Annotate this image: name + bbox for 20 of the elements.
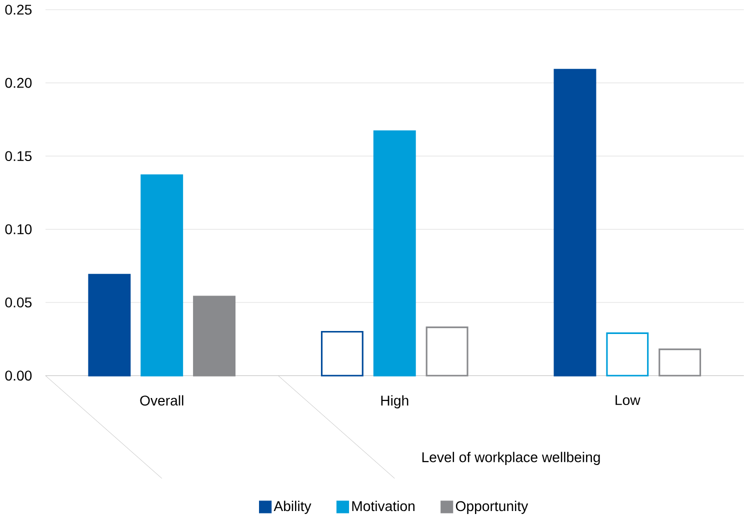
bar (426, 326, 468, 376)
y-tick-label: 0.15 (5, 150, 32, 161)
legend-label: Motivation (352, 500, 414, 511)
x-tick-label: Low (616, 395, 640, 405)
bar (193, 296, 236, 376)
y-tick-label: 0.10 (5, 224, 32, 234)
y-tick-label: 0.25 (5, 4, 32, 15)
bar (554, 68, 596, 376)
x-tick-label: Overall (140, 395, 184, 406)
x-tick-label: High (381, 395, 408, 408)
y-tick-label: 0.00 (5, 370, 32, 380)
bar (373, 130, 416, 376)
x-axis-title: Level of workplace wellbeing (422, 452, 600, 465)
bar (658, 348, 702, 376)
bar (140, 174, 184, 376)
bar (88, 274, 131, 376)
y-tick-label: 0.20 (5, 78, 32, 88)
legend-label: Opportunity (456, 500, 528, 514)
legend-label: Ability (274, 500, 312, 514)
y-tick-label: 0.05 (5, 297, 32, 308)
